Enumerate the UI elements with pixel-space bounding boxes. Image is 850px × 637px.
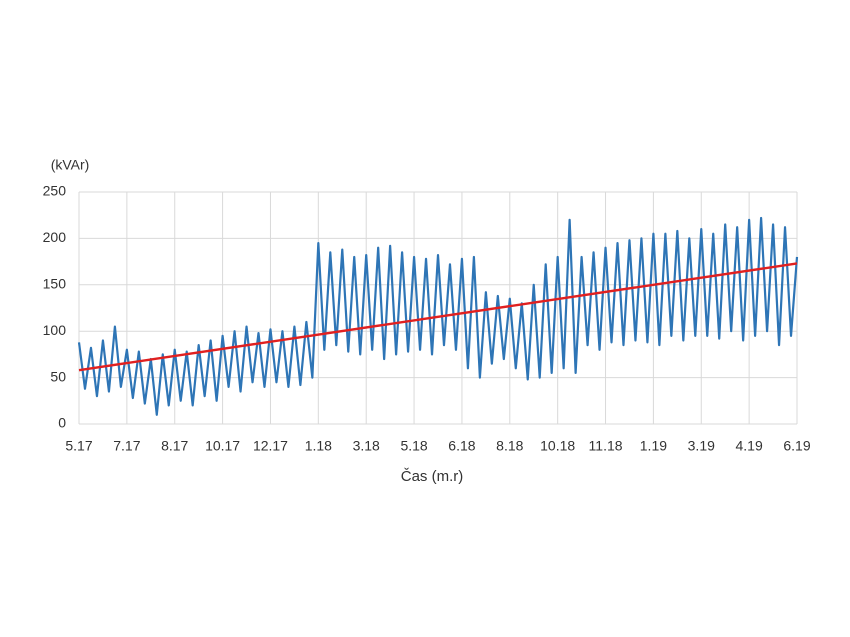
x-tick-label: 3.18 (353, 438, 380, 454)
x-tick-label: 12.17 (253, 438, 288, 454)
x-axis-label: Čas (m.r) (401, 468, 464, 485)
x-tick-label: 5.17 (65, 438, 92, 454)
x-tick-label: 8.18 (496, 438, 523, 454)
y-tick-label: 250 (43, 183, 67, 199)
x-tick-label: 6.19 (783, 438, 810, 454)
x-tick-label: 7.17 (113, 438, 140, 454)
y-tick-label: 0 (58, 415, 66, 431)
x-tick-label: 6.18 (448, 438, 475, 454)
y-tick-label: 50 (50, 368, 66, 384)
x-tick-label: 5.18 (400, 438, 427, 454)
y-axis-label: (kVAr) (51, 157, 90, 173)
y-tick-label: 200 (43, 229, 67, 245)
x-tick-label: 1.19 (640, 438, 667, 454)
x-tick-label: 11.18 (589, 438, 623, 454)
series-line (78, 262, 798, 372)
y-tick-label: 100 (43, 322, 67, 338)
x-tick-label: 3.19 (688, 438, 715, 454)
x-tick-label: 1.18 (305, 438, 332, 454)
series-line (77, 216, 799, 416)
y-tick-label: 150 (43, 276, 67, 292)
x-tick-label: 8.17 (161, 438, 188, 454)
x-tick-label: 4.19 (736, 438, 763, 454)
x-tick-label: 10.17 (205, 438, 240, 454)
x-tick-label: 10.18 (540, 438, 575, 454)
